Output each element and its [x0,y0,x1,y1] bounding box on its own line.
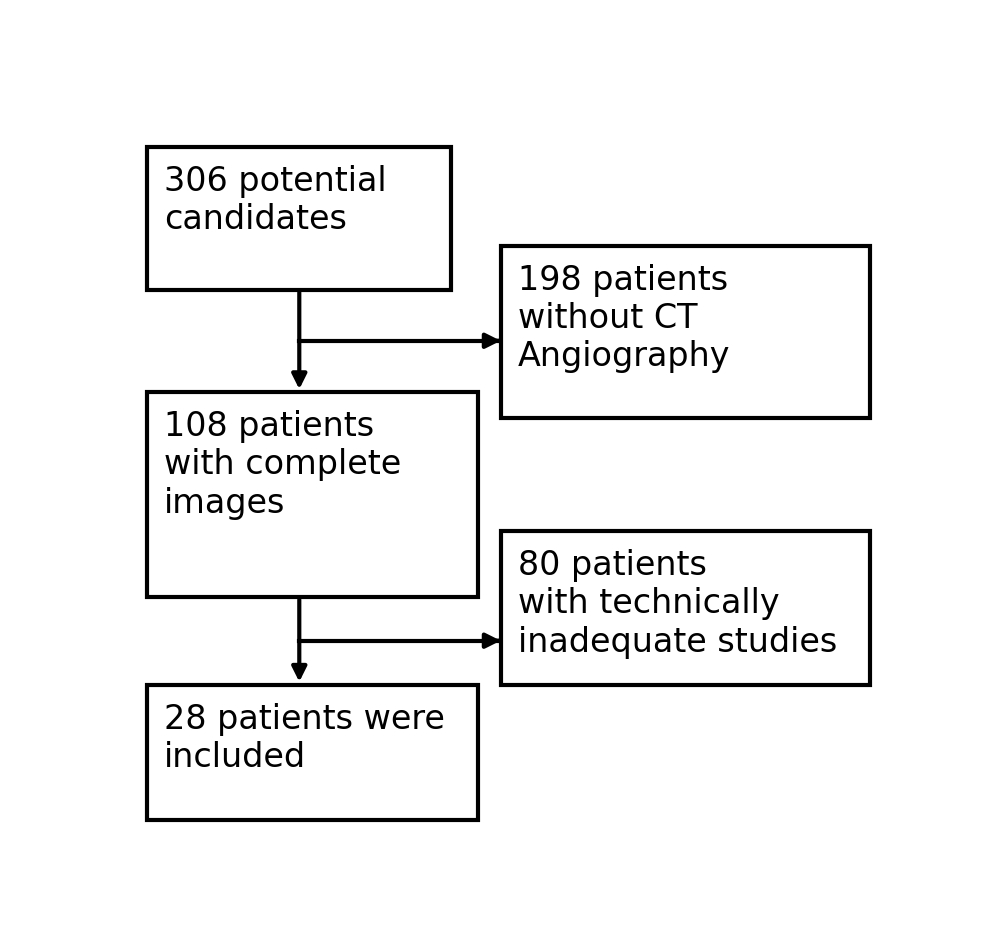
Text: 108 patients
with complete
images: 108 patients with complete images [164,410,401,520]
Bar [147,685,478,820]
Bar [501,246,870,418]
Bar [147,392,478,597]
Text: 198 patients
without CT
Angiography: 198 patients without CT Angiography [518,264,730,373]
Bar [147,147,450,290]
Text: 80 patients
with technically
inadequate studies: 80 patients with technically inadequate … [518,549,837,658]
Bar [501,531,870,685]
Text: 306 potential
candidates: 306 potential candidates [164,165,387,237]
Text: 28 patients were
included: 28 patients were included [164,703,444,774]
